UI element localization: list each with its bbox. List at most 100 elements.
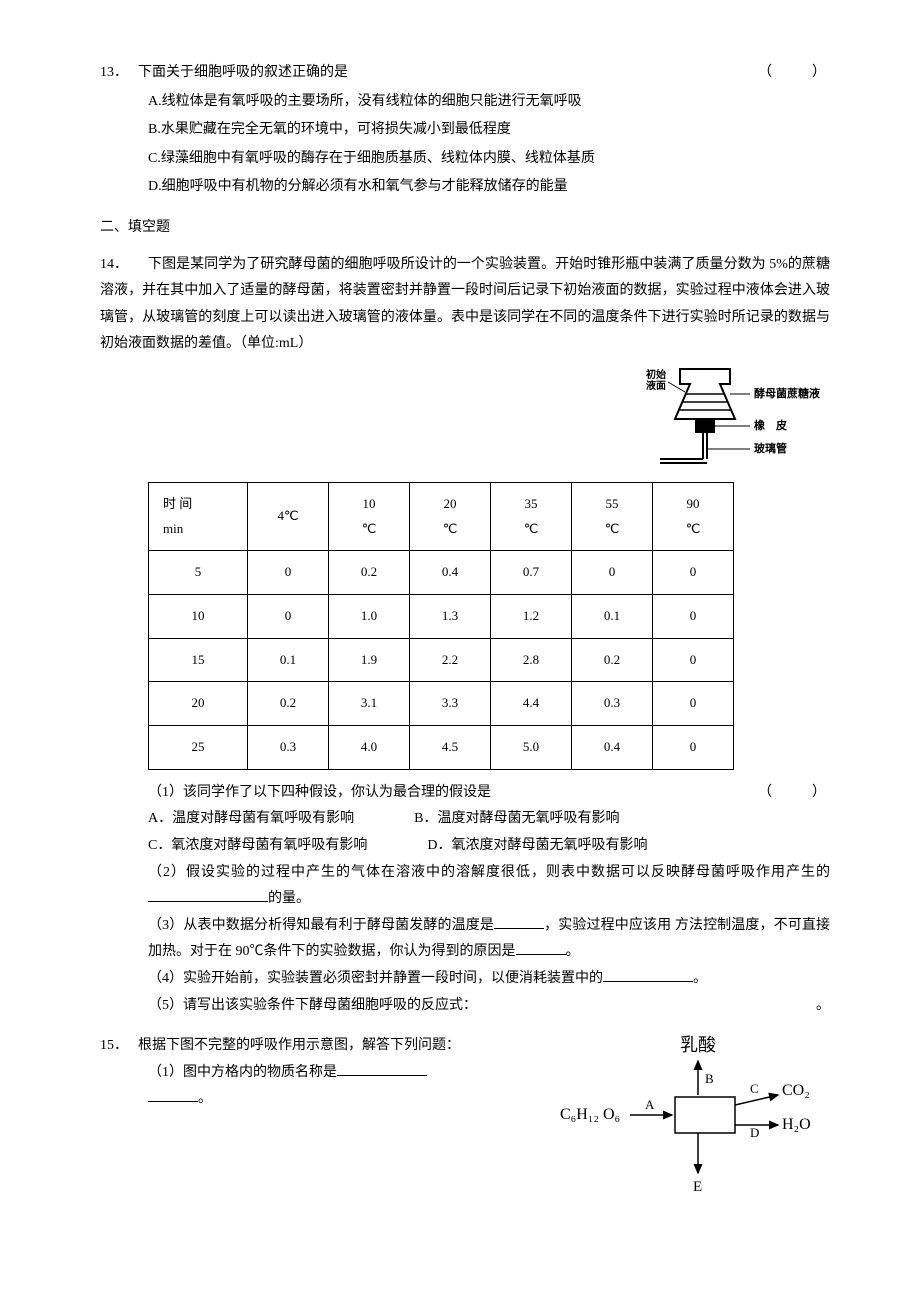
cell: 3.1	[329, 682, 410, 726]
cell: 0.1	[572, 595, 653, 639]
flask-diagram: 初始 液面 酵母菌蔗糖液 橡 皮 玻璃管	[640, 364, 830, 474]
blank[interactable]	[148, 1087, 198, 1102]
q14-sub3-d: 。	[566, 944, 580, 959]
cell: 1.3	[410, 595, 491, 639]
q13-option-a: A.线粒体是有氧呼吸的主要场所，没有线粒体的细胞只能进行无氧呼吸	[148, 89, 830, 116]
table-row: 15 0.1 1.9 2.2 2.8 0.2 0	[149, 638, 734, 682]
th-col-5: 90℃	[653, 482, 734, 550]
label-tube: 玻璃管	[754, 441, 787, 455]
label-level-1: 初始	[646, 368, 666, 381]
q14-sub4-a: （4）实验开始前，实验装置必须密封并静置一段时间，以便消耗装置中的	[148, 971, 603, 986]
cell: 5.0	[491, 726, 572, 770]
q15-sub1-a: （1）图中方格内的物质名称是	[148, 1065, 337, 1080]
blank[interactable]	[148, 887, 268, 902]
cell-time: 15	[149, 638, 248, 682]
q14-sub1-row2: C．氧浓度对酵母菌有氧呼吸有影响 D．氧浓度对酵母菌无氧呼吸有影响	[148, 833, 830, 860]
cell-time: 20	[149, 682, 248, 726]
q13-paren: （ ）	[758, 60, 830, 87]
blank[interactable]	[337, 1061, 427, 1076]
cell: 2.8	[491, 638, 572, 682]
q13-option-b: B.水果贮藏在完全无氧的环境中，可将损失减小到最低程度	[148, 117, 830, 144]
blank[interactable]	[603, 967, 693, 982]
q14-sub3-a: （3）从表中数据分析得知最有利于酵母菌发酵的温度是	[148, 918, 494, 933]
table-header-row: 时 间min 4℃ 10℃ 20℃ 35℃ 55℃ 90℃	[149, 482, 734, 550]
q14-sub2-b: 的量。	[268, 891, 310, 906]
cell: 0.2	[248, 682, 329, 726]
label-glucose: C₆H₁₂ O₆	[560, 1106, 620, 1123]
q14-sub1-row1: A．温度对酵母菌有氧呼吸有影响 B．温度对酵母菌无氧呼吸有影响	[148, 806, 830, 833]
q15-text-block: 15．根据下图不完整的呼吸作用示意图，解答下列问题： （1）图中方格内的物质名称…	[100, 1033, 550, 1214]
q13-option-d: D.细胞呼吸中有机物的分解必须有水和氧气参与才能释放储存的能量	[148, 174, 830, 201]
q14-sub1-choice-a: A．温度对酵母菌有氧呼吸有影响	[148, 806, 354, 833]
label-level-2: 液面	[646, 379, 666, 392]
table-row: 10 0 1.0 1.3 1.2 0.1 0	[149, 595, 734, 639]
q14-diagram-wrap: 初始 液面 酵母菌蔗糖液 橡 皮 玻璃管	[100, 364, 830, 474]
cell: 0.4	[410, 551, 491, 595]
q14-sub4-b: 。	[693, 971, 707, 986]
q14-sub1-choice-d: D．氧浓度对酵母菌无氧呼吸有影响	[427, 833, 647, 860]
q14-sub1-text: （1）该同学作了以下四种假设，你认为最合理的假设是	[148, 780, 491, 807]
cell: 0	[248, 595, 329, 639]
q14-sub4: （4）实验开始前，实验装置必须密封并静置一段时间，以便消耗装置中的 。	[148, 966, 830, 993]
question-13: 13．下面关于细胞呼吸的叙述正确的是 （ ） A.线粒体是有氧呼吸的主要场所，没…	[100, 60, 830, 201]
respiration-diagram: 乳酸 B C₆H₁₂ O₆ A C CO₂ D H₂O	[560, 1033, 830, 1203]
q13-stem-text: 下面关于细胞呼吸的叙述正确的是	[138, 65, 348, 80]
label-D: D	[750, 1125, 759, 1140]
cell: 0.2	[329, 551, 410, 595]
label-E: E	[693, 1179, 702, 1195]
q14-sub1-choice-b: B．温度对酵母菌无氧呼吸有影响	[414, 806, 619, 833]
label-lactic: 乳酸	[680, 1035, 716, 1055]
q14-sub1: （1）该同学作了以下四种假设，你认为最合理的假设是 （ ）	[148, 780, 830, 807]
cell: 1.9	[329, 638, 410, 682]
cell: 0.4	[572, 726, 653, 770]
th-col-1: 10℃	[329, 482, 410, 550]
q15-sub1: （1）图中方格内的物质名称是	[148, 1060, 550, 1087]
cell: 2.2	[410, 638, 491, 682]
th-col-4: 55℃	[572, 482, 653, 550]
q13-options: A.线粒体是有氧呼吸的主要场所，没有线粒体的细胞只能进行无氧呼吸 B.水果贮藏在…	[148, 89, 830, 201]
cell: 0.1	[248, 638, 329, 682]
cell: 0	[653, 551, 734, 595]
cell: 0	[653, 595, 734, 639]
q15-stem: 根据下图不完整的呼吸作用示意图，解答下列问题：	[138, 1038, 460, 1053]
cell: 0	[248, 551, 329, 595]
q15-diagram-wrap: 乳酸 B C₆H₁₂ O₆ A C CO₂ D H₂O	[560, 1033, 830, 1214]
th-col-3: 35℃	[491, 482, 572, 550]
cell: 1.2	[491, 595, 572, 639]
q13-stem: 13．下面关于细胞呼吸的叙述正确的是	[100, 60, 348, 87]
cell-time: 5	[149, 551, 248, 595]
th-time: 时 间min	[149, 482, 248, 550]
blank[interactable]	[494, 914, 544, 929]
cell: 4.4	[491, 682, 572, 726]
q14-sub5: （5）请写出该实验条件下酵母菌细胞呼吸的反应式： 。	[148, 993, 830, 1020]
q13-stem-row: 13．下面关于细胞呼吸的叙述正确的是 （ ）	[100, 60, 830, 87]
cell: 4.5	[410, 726, 491, 770]
label-h2o: H₂O	[782, 1116, 811, 1133]
q14-sub3-b: ，实验过程中应该用	[544, 918, 671, 933]
label-solution: 酵母菌蔗糖液	[754, 386, 821, 400]
table-row: 5 0 0.2 0.4 0.7 0 0	[149, 551, 734, 595]
cell: 0	[572, 551, 653, 595]
cell: 0.7	[491, 551, 572, 595]
label-C: C	[750, 1081, 759, 1096]
blank[interactable]	[516, 940, 566, 955]
table-row: 25 0.3 4.0 4.5 5.0 0.4 0	[149, 726, 734, 770]
q14-data-table: 时 间min 4℃ 10℃ 20℃ 35℃ 55℃ 90℃ 5 0 0.2 0.…	[148, 482, 734, 770]
cell: 0.3	[248, 726, 329, 770]
q13-number: 13．	[100, 60, 138, 87]
cell: 4.0	[329, 726, 410, 770]
q14-sub2-a: （2）假设实验的过程中产生的气体在溶液中的溶解度很低，则表中数据可以反映酵母菌呼…	[148, 865, 830, 880]
cell: 0	[653, 682, 734, 726]
q14-sub2: （2）假设实验的过程中产生的气体在溶液中的溶解度很低，则表中数据可以反映酵母菌呼…	[148, 860, 830, 913]
cell: 3.3	[410, 682, 491, 726]
q14-stem: 14．下图是某同学为了研究酵母菌的细胞呼吸所设计的一个实验装置。开始时锥形瓶中装…	[100, 252, 830, 358]
question-14: 14． 14．下图是某同学为了研究酵母菌的细胞呼吸所设计的一个实验装置。开始时锥…	[100, 252, 830, 1020]
q14-sub3: （3）从表中数据分析得知最有利于酵母菌发酵的温度是，实验过程中应该用 方法控制温…	[148, 913, 830, 966]
table-row: 20 0.2 3.1 3.3 4.4 0.3 0	[149, 682, 734, 726]
label-rubber: 橡 皮	[754, 418, 787, 432]
cell: 0.2	[572, 638, 653, 682]
q14-sub1-paren: （ ）	[758, 780, 830, 807]
q14-sub5-b: 。	[816, 993, 830, 1020]
section-2-title: 二、填空题	[100, 215, 830, 242]
question-15: 15．根据下图不完整的呼吸作用示意图，解答下列问题： （1）图中方格内的物质名称…	[100, 1033, 830, 1214]
